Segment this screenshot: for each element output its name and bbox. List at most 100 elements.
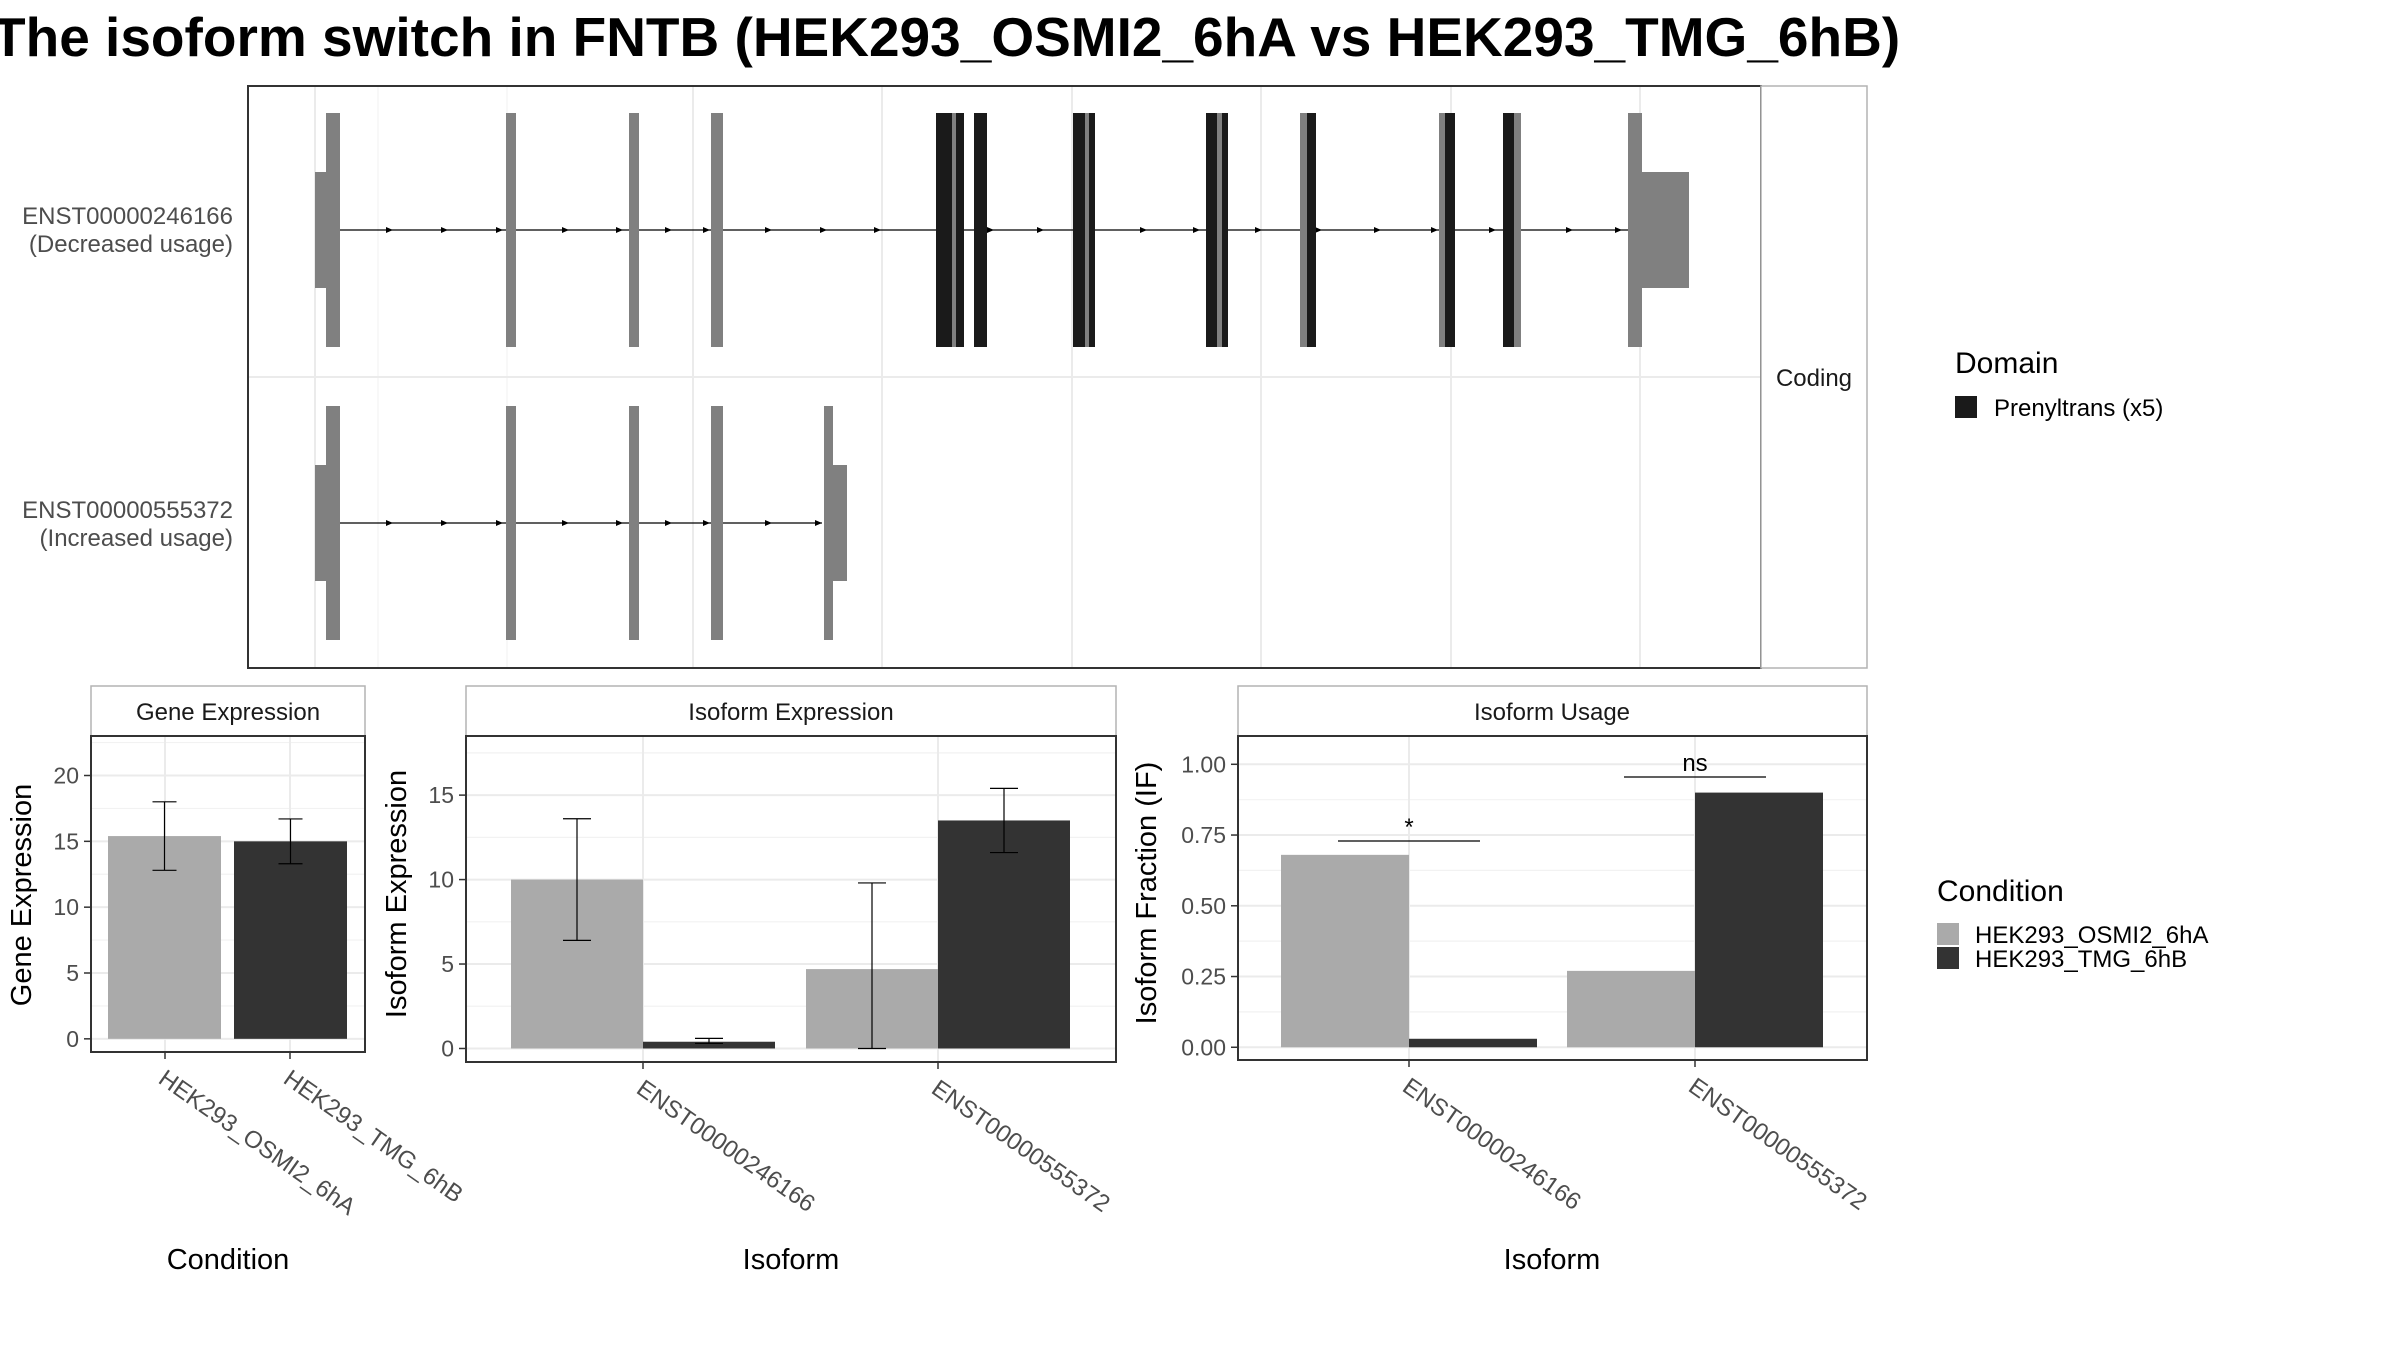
gene-expression-xtick-label-0: HEK293_OSMI2_6hA <box>154 1065 361 1221</box>
chart-title: The isoform switch in FNTB (HEK293_OSMI2… <box>0 6 1900 68</box>
isoform-usage-ytick-label-3: 0.75 <box>1181 822 1226 848</box>
transcript-1-exon-13 <box>1642 172 1689 288</box>
condition-legend-title: Condition <box>1937 875 2064 908</box>
isoform-expression-ylabel: Isoform Expression <box>381 770 413 1018</box>
transcript-2-strand-arrow-5 <box>665 520 672 526</box>
transcript-2-exon-1 <box>326 406 340 640</box>
transcript-structures <box>315 113 1689 640</box>
transcript-1-exon-12 <box>1628 113 1642 347</box>
transcript-1-exon-2 <box>506 113 516 347</box>
isoform-expression-xtick-label-0: ENST00000246166 <box>632 1075 820 1218</box>
gene-expression-xlabel: Condition <box>167 1244 290 1276</box>
coding-strip <box>1760 85 1868 669</box>
transcript-1-strand-arrow-9 <box>874 227 881 233</box>
isoform-usage-ytick-label-1: 0.25 <box>1181 964 1226 990</box>
gene-expression-ytick-label-0: 0 <box>66 1026 79 1052</box>
transcript-2-structure <box>315 406 847 640</box>
isoform-expression-ytick-label-1: 5 <box>441 951 454 977</box>
transcript-1-strand-arrow-11 <box>1037 227 1044 233</box>
transcript-1-strand-arrow-20 <box>1615 227 1622 233</box>
isoform-usage-bar-1-0 <box>1567 970 1695 1048</box>
isoform-usage-ytick-label-4: 1.00 <box>1181 751 1226 777</box>
transcript-2-strand-arrow-4 <box>616 520 623 526</box>
isoform-usage-plot: * ns 0.00 0.25 0.50 0.75 1.00 ENST00000246166 EN… <box>1181 735 1872 1216</box>
isoform-usage-bar-1-1 <box>1695 792 1823 1048</box>
isoform-usage-ytick-label-2: 0.50 <box>1181 893 1226 919</box>
isoform-expression-bar-1-1 <box>938 820 1070 1049</box>
transcript-2-strand-arrow-3 <box>562 520 569 526</box>
gene-expression-ylabel: Gene Expression <box>6 784 38 1006</box>
isoform-usage-bar-0-1 <box>1409 1038 1537 1048</box>
transcript-1-strand-arrow-17 <box>1431 227 1438 233</box>
transcript-1-label-usage: (Decreased usage) <box>29 231 233 258</box>
transcript-2-strand-arrow-7 <box>765 520 772 526</box>
transcript-1-strand-arrow-5 <box>665 227 672 233</box>
transcript-2-exon-0 <box>315 465 326 581</box>
domain-legend: Domain Prenyltrans (x5) <box>1955 347 2163 422</box>
transcript-1-structure <box>315 113 1689 347</box>
transcript-1-strand-arrow-8 <box>820 227 827 233</box>
isoform-expression-xtick-label-1: ENST00000555372 <box>927 1075 1115 1218</box>
transcript-panel: Coding ENST00000246166 (Decreased usage)… <box>22 85 1868 669</box>
transcript-2-strand-arrow-8 <box>815 520 822 526</box>
transcript-1-strand-arrow-10 <box>987 227 994 233</box>
isoform-usage-ytick-label-0: 0.00 <box>1181 1034 1226 1060</box>
transcript-1-strand-arrow-16 <box>1374 227 1381 233</box>
isoform-usage-strip <box>1237 685 1868 737</box>
isoform-expression-ytick-label-3: 15 <box>428 782 454 808</box>
transcript-1-domain-7-1 <box>1089 113 1095 347</box>
transcript-1-domain-7-0 <box>1073 113 1085 347</box>
transcript-1-strand-arrow-12 <box>1140 227 1147 233</box>
isoform-usage-significance-label-0: * <box>1404 814 1413 841</box>
transcript-2-exon-3 <box>629 406 639 640</box>
condition-legend-key-b <box>1937 947 1959 969</box>
transcript-1-strand-arrow-7 <box>765 227 772 233</box>
transcript-1-strand-arrow-0 <box>386 227 393 233</box>
transcript-1-domain-5-0 <box>936 113 952 347</box>
isoform-expression-strip-title: Isoform Expression <box>688 699 893 726</box>
isoform-expression-bar-0-1 <box>643 1041 775 1049</box>
isoform-usage-xtick-label-1: ENST00000555372 <box>1684 1073 1872 1216</box>
domain-legend-label: Prenyltrans (x5) <box>1994 395 2163 422</box>
transcript-1-label-id: ENST00000246166 <box>22 203 233 230</box>
transcript-2-exon-6 <box>833 465 847 581</box>
gene-expression-ytick-label-3: 15 <box>53 828 79 854</box>
gene-expression-strip <box>90 685 366 737</box>
domain-legend-title: Domain <box>1955 347 2058 380</box>
transcript-1-strand-arrow-15 <box>1315 227 1322 233</box>
coding-strip-label: Coding <box>1776 365 1852 392</box>
transcript-1-domain-10-0 <box>1445 113 1455 347</box>
transcript-1-domain-11-0 <box>1503 113 1514 347</box>
transcript-2-label-usage: (Increased usage) <box>40 525 233 552</box>
transcript-1-strand-arrow-18 <box>1489 227 1496 233</box>
gene-expression-ytick-label-1: 5 <box>66 960 79 986</box>
gene-expression-ytick-label-4: 20 <box>53 763 79 789</box>
transcript-1-strand-arrow-2 <box>496 227 503 233</box>
gene-expression-panel-border <box>90 735 366 1053</box>
isoform-usage-xtick-label-0: ENST00000246166 <box>1398 1073 1586 1216</box>
transcript-1-strand-arrow-13 <box>1193 227 1200 233</box>
gene-expression-bar-1-0 <box>234 841 347 1039</box>
isoform-expression-xlabel: Isoform <box>743 1244 840 1276</box>
transcript-1-domain-9-0 <box>1307 113 1316 347</box>
transcript-1-exon-0 <box>315 172 326 288</box>
isoform-usage-ylabel: Isoform Fraction (IF) <box>1131 762 1163 1025</box>
transcript-1-exon-4 <box>711 113 723 347</box>
isoform-usage-xlabel: Isoform <box>1504 1244 1601 1276</box>
transcript-1-strand-arrow-4 <box>616 227 623 233</box>
condition-legend-key-a <box>1937 923 1959 945</box>
gene-expression-strip-title: Gene Expression <box>136 699 320 726</box>
transcript-1-strand-arrow-19 <box>1566 227 1573 233</box>
transcript-2-label-id: ENST00000555372 <box>22 497 233 524</box>
transcript-2-strand-arrow-1 <box>441 520 448 526</box>
transcript-1-strand-arrow-3 <box>562 227 569 233</box>
transcript-1-domain-8-0 <box>1206 113 1217 347</box>
isoform-usage-strip-title: Isoform Usage <box>1474 699 1630 726</box>
transcript-1-domain-8-1 <box>1222 113 1228 347</box>
condition-legend-label-b: HEK293_TMG_6hB <box>1975 946 2187 973</box>
isoform-usage-significance-label-1: ns <box>1682 750 1707 777</box>
transcript-2-exon-2 <box>506 406 516 640</box>
transcript-2-strand-arrow-6 <box>703 520 710 526</box>
transcript-1-exon-1 <box>326 113 340 347</box>
